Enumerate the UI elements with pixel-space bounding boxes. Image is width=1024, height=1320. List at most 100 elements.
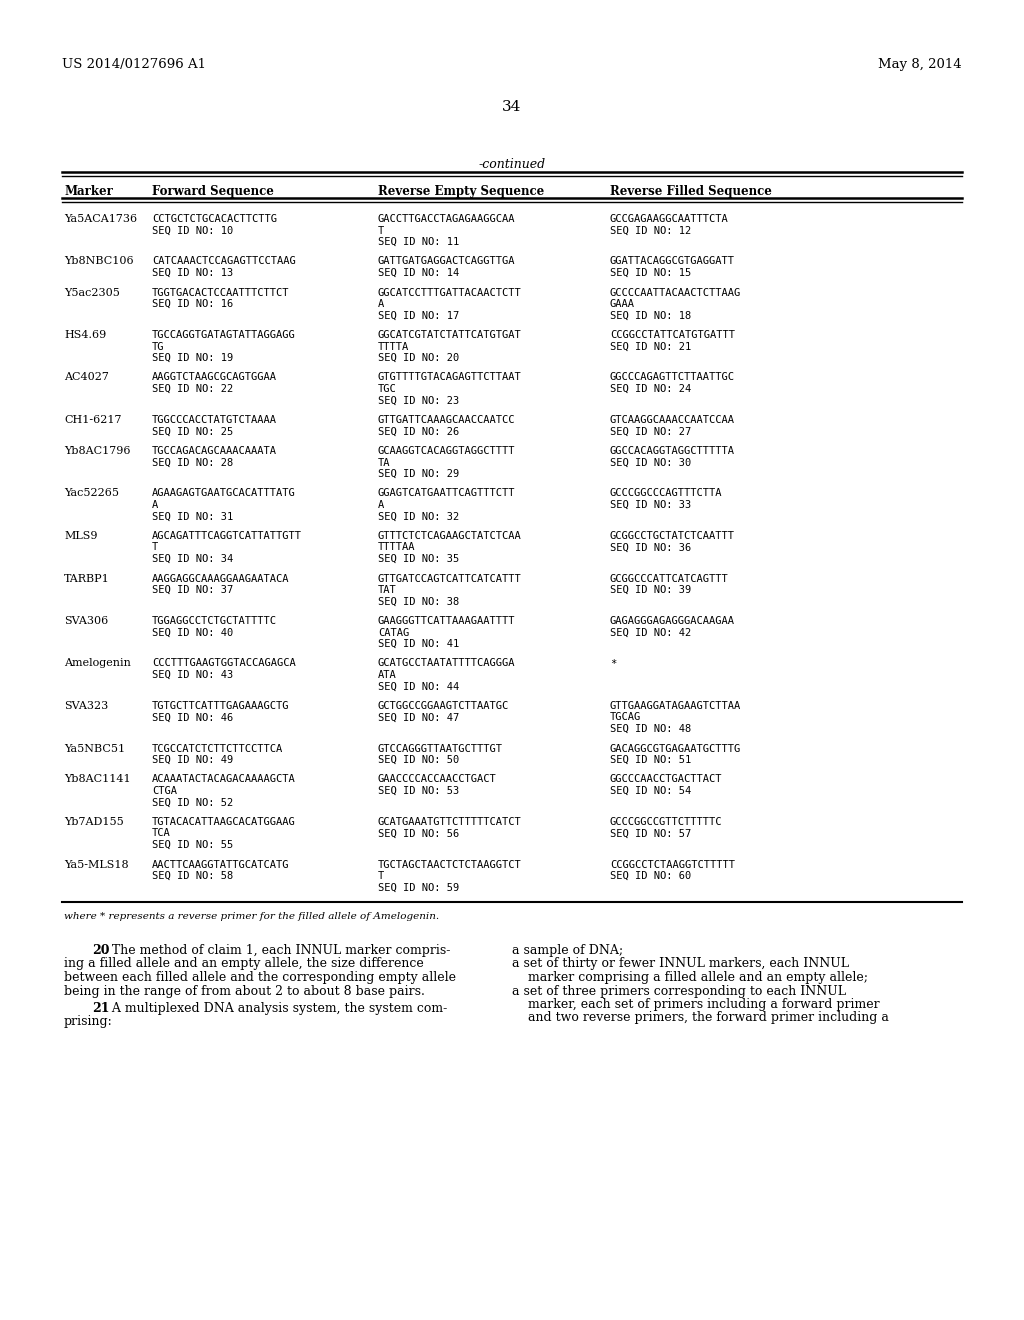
Text: GAAA: GAAA bbox=[610, 300, 635, 309]
Text: CH1-6217: CH1-6217 bbox=[63, 414, 122, 425]
Text: A: A bbox=[152, 500, 159, 510]
Text: Yb8NBC106: Yb8NBC106 bbox=[63, 256, 133, 267]
Text: SEQ ID NO: 52: SEQ ID NO: 52 bbox=[152, 797, 233, 808]
Text: SEQ ID NO: 44: SEQ ID NO: 44 bbox=[378, 681, 459, 692]
Text: Reverse Filled Sequence: Reverse Filled Sequence bbox=[610, 185, 772, 198]
Text: GTCCAGGGTTAATGCTTTGT: GTCCAGGGTTAATGCTTTGT bbox=[378, 743, 503, 754]
Text: SEQ ID NO: 46: SEQ ID NO: 46 bbox=[152, 713, 233, 722]
Text: TGCCAGGTGATAGTATTAGGAGG: TGCCAGGTGATAGTATTAGGAGG bbox=[152, 330, 296, 341]
Text: SVA306: SVA306 bbox=[63, 616, 109, 626]
Text: GGCCCAGAGTTCTTAATTGC: GGCCCAGAGTTCTTAATTGC bbox=[610, 372, 735, 383]
Text: SEQ ID NO: 24: SEQ ID NO: 24 bbox=[610, 384, 691, 393]
Text: TGGAGGCCTCTGCTATTTTC: TGGAGGCCTCTGCTATTTTC bbox=[152, 616, 278, 626]
Text: GGCCCAACCTGACTTACT: GGCCCAACCTGACTTACT bbox=[610, 775, 723, 784]
Text: MLS9: MLS9 bbox=[63, 531, 97, 541]
Text: being in the range of from about 2 to about 8 base pairs.: being in the range of from about 2 to ab… bbox=[63, 985, 425, 998]
Text: SEQ ID NO: 50: SEQ ID NO: 50 bbox=[378, 755, 459, 766]
Text: SEQ ID NO: 49: SEQ ID NO: 49 bbox=[152, 755, 233, 766]
Text: GAACCCCACCAACCTGACT: GAACCCCACCAACCTGACT bbox=[378, 775, 497, 784]
Text: prising:: prising: bbox=[63, 1015, 113, 1028]
Text: CATAG: CATAG bbox=[378, 627, 410, 638]
Text: T: T bbox=[152, 543, 159, 553]
Text: GCCCCAATTACAACTCTTAAG: GCCCCAATTACAACTCTTAAG bbox=[610, 288, 741, 297]
Text: SEQ ID NO: 51: SEQ ID NO: 51 bbox=[610, 755, 691, 766]
Text: AGAAGAGTGAATGCACATTTATG: AGAAGAGTGAATGCACATTTATG bbox=[152, 488, 296, 499]
Text: SEQ ID NO: 40: SEQ ID NO: 40 bbox=[152, 627, 233, 638]
Text: GAAGGGTTCATTAAAGAATTTT: GAAGGGTTCATTAAAGAATTTT bbox=[378, 616, 515, 626]
Text: AAGGTCTAAGCGCAGTGGAA: AAGGTCTAAGCGCAGTGGAA bbox=[152, 372, 278, 383]
Text: Yac52265: Yac52265 bbox=[63, 488, 119, 499]
Text: SEQ ID NO: 58: SEQ ID NO: 58 bbox=[152, 871, 233, 880]
Text: SEQ ID NO: 54: SEQ ID NO: 54 bbox=[610, 785, 691, 796]
Text: Y5ac2305: Y5ac2305 bbox=[63, 288, 120, 297]
Text: SEQ ID NO: 14: SEQ ID NO: 14 bbox=[378, 268, 459, 279]
Text: Yb8AC1796: Yb8AC1796 bbox=[63, 446, 130, 455]
Text: SEQ ID NO: 41: SEQ ID NO: 41 bbox=[378, 639, 459, 649]
Text: TCGCCATCTCTTCTTCCTTCA: TCGCCATCTCTTCTTCCTTCA bbox=[152, 743, 284, 754]
Text: TGCCAGACAGCAAACAAATA: TGCCAGACAGCAAACAAATA bbox=[152, 446, 278, 455]
Text: GACAGGCGTGAGAATGCTTTG: GACAGGCGTGAGAATGCTTTG bbox=[610, 743, 741, 754]
Text: TGCAG: TGCAG bbox=[610, 713, 641, 722]
Text: SEQ ID NO: 32: SEQ ID NO: 32 bbox=[378, 511, 459, 521]
Text: SEQ ID NO: 31: SEQ ID NO: 31 bbox=[152, 511, 233, 521]
Text: GGCCACAGGTAGGCTTTTTA: GGCCACAGGTAGGCTTTTTA bbox=[610, 446, 735, 455]
Text: SEQ ID NO: 56: SEQ ID NO: 56 bbox=[378, 829, 459, 838]
Text: GGCATCCTTTGATTACAACTCTT: GGCATCCTTTGATTACAACTCTT bbox=[378, 288, 522, 297]
Text: SVA323: SVA323 bbox=[63, 701, 109, 711]
Text: Yb8AC1141: Yb8AC1141 bbox=[63, 775, 131, 784]
Text: TGTGCTTCATTTGAGAAAGCTG: TGTGCTTCATTTGAGAAAGCTG bbox=[152, 701, 290, 711]
Text: A: A bbox=[378, 300, 384, 309]
Text: 20: 20 bbox=[92, 944, 110, 957]
Text: SEQ ID NO: 35: SEQ ID NO: 35 bbox=[378, 554, 459, 564]
Text: 21: 21 bbox=[92, 1002, 110, 1015]
Text: TCA: TCA bbox=[152, 829, 171, 838]
Text: SEQ ID NO: 20: SEQ ID NO: 20 bbox=[378, 352, 459, 363]
Text: HS4.69: HS4.69 bbox=[63, 330, 106, 341]
Text: T: T bbox=[378, 226, 384, 235]
Text: Ya5-MLS18: Ya5-MLS18 bbox=[63, 859, 129, 870]
Text: Yb7AD155: Yb7AD155 bbox=[63, 817, 124, 828]
Text: ACAAATACTACAGACAAAAGCTA: ACAAATACTACAGACAAAAGCTA bbox=[152, 775, 296, 784]
Text: TTTTAA: TTTTAA bbox=[378, 543, 416, 553]
Text: . A multiplexed DNA analysis system, the system com-: . A multiplexed DNA analysis system, the… bbox=[104, 1002, 447, 1015]
Text: SEQ ID NO: 27: SEQ ID NO: 27 bbox=[610, 426, 691, 437]
Text: AGCAGATTTCAGGTCATTATTGTT: AGCAGATTTCAGGTCATTATTGTT bbox=[152, 531, 302, 541]
Text: Reverse Empty Sequence: Reverse Empty Sequence bbox=[378, 185, 544, 198]
Text: TAT: TAT bbox=[378, 585, 396, 595]
Text: GCATGCCTAATATTTTCAGGGA: GCATGCCTAATATTTTCAGGGA bbox=[378, 659, 515, 668]
Text: a set of three primers corresponding to each INNUL: a set of three primers corresponding to … bbox=[512, 985, 846, 998]
Text: SEQ ID NO: 21: SEQ ID NO: 21 bbox=[610, 342, 691, 351]
Text: GCTGGCCGGAAGTCTTAATGC: GCTGGCCGGAAGTCTTAATGC bbox=[378, 701, 509, 711]
Text: between each filled allele and the corresponding empty allele: between each filled allele and the corre… bbox=[63, 972, 456, 983]
Text: SEQ ID NO: 10: SEQ ID NO: 10 bbox=[152, 226, 233, 235]
Text: GCCCGGCCGTTCTTTTTC: GCCCGGCCGTTCTTTTTC bbox=[610, 817, 723, 828]
Text: AAGGAGGCAAAGGAAGAATACA: AAGGAGGCAAAGGAAGAATACA bbox=[152, 573, 290, 583]
Text: GCGGCCCATTCATCAGTTT: GCGGCCCATTCATCAGTTT bbox=[610, 573, 729, 583]
Text: SEQ ID NO: 28: SEQ ID NO: 28 bbox=[152, 458, 233, 467]
Text: SEQ ID NO: 34: SEQ ID NO: 34 bbox=[152, 554, 233, 564]
Text: SEQ ID NO: 15: SEQ ID NO: 15 bbox=[610, 268, 691, 279]
Text: SEQ ID NO: 47: SEQ ID NO: 47 bbox=[378, 713, 459, 722]
Text: SEQ ID NO: 18: SEQ ID NO: 18 bbox=[610, 310, 691, 321]
Text: GTTGATTCAAAGCAACCAATCC: GTTGATTCAAAGCAACCAATCC bbox=[378, 414, 515, 425]
Text: TGGTGACACTCCAATTTCTTCT: TGGTGACACTCCAATTTCTTCT bbox=[152, 288, 290, 297]
Text: May 8, 2014: May 8, 2014 bbox=[879, 58, 962, 71]
Text: SEQ ID NO: 48: SEQ ID NO: 48 bbox=[610, 723, 691, 734]
Text: GGCATCGTATCTATTCATGTGAT: GGCATCGTATCTATTCATGTGAT bbox=[378, 330, 522, 341]
Text: CCGGCCTATTCATGTGATTT: CCGGCCTATTCATGTGATTT bbox=[610, 330, 735, 341]
Text: -continued: -continued bbox=[478, 158, 546, 172]
Text: CCGGCCTCTAAGGTCTTTTT: CCGGCCTCTAAGGTCTTTTT bbox=[610, 859, 735, 870]
Text: SEQ ID NO: 29: SEQ ID NO: 29 bbox=[378, 469, 459, 479]
Text: SEQ ID NO: 57: SEQ ID NO: 57 bbox=[610, 829, 691, 838]
Text: *: * bbox=[610, 659, 616, 668]
Text: GTTGAAGGATAGAAGTCTTAA: GTTGAAGGATAGAAGTCTTAA bbox=[610, 701, 741, 711]
Text: CTGA: CTGA bbox=[152, 785, 177, 796]
Text: US 2014/0127696 A1: US 2014/0127696 A1 bbox=[62, 58, 206, 71]
Text: GCATGAAATGTTCTTTTTCATCT: GCATGAAATGTTCTTTTTCATCT bbox=[378, 817, 522, 828]
Text: GATTGATGAGGACTCAGGTTGA: GATTGATGAGGACTCAGGTTGA bbox=[378, 256, 515, 267]
Text: GCAAGGTCACAGGTAGGCTTTT: GCAAGGTCACAGGTAGGCTTTT bbox=[378, 446, 515, 455]
Text: Marker: Marker bbox=[63, 185, 113, 198]
Text: GTTTCTCTCAGAAGCTATCTCAA: GTTTCTCTCAGAAGCTATCTCAA bbox=[378, 531, 522, 541]
Text: GCCCGGCCCAGTTTCTTA: GCCCGGCCCAGTTTCTTA bbox=[610, 488, 723, 499]
Text: SEQ ID NO: 22: SEQ ID NO: 22 bbox=[152, 384, 233, 393]
